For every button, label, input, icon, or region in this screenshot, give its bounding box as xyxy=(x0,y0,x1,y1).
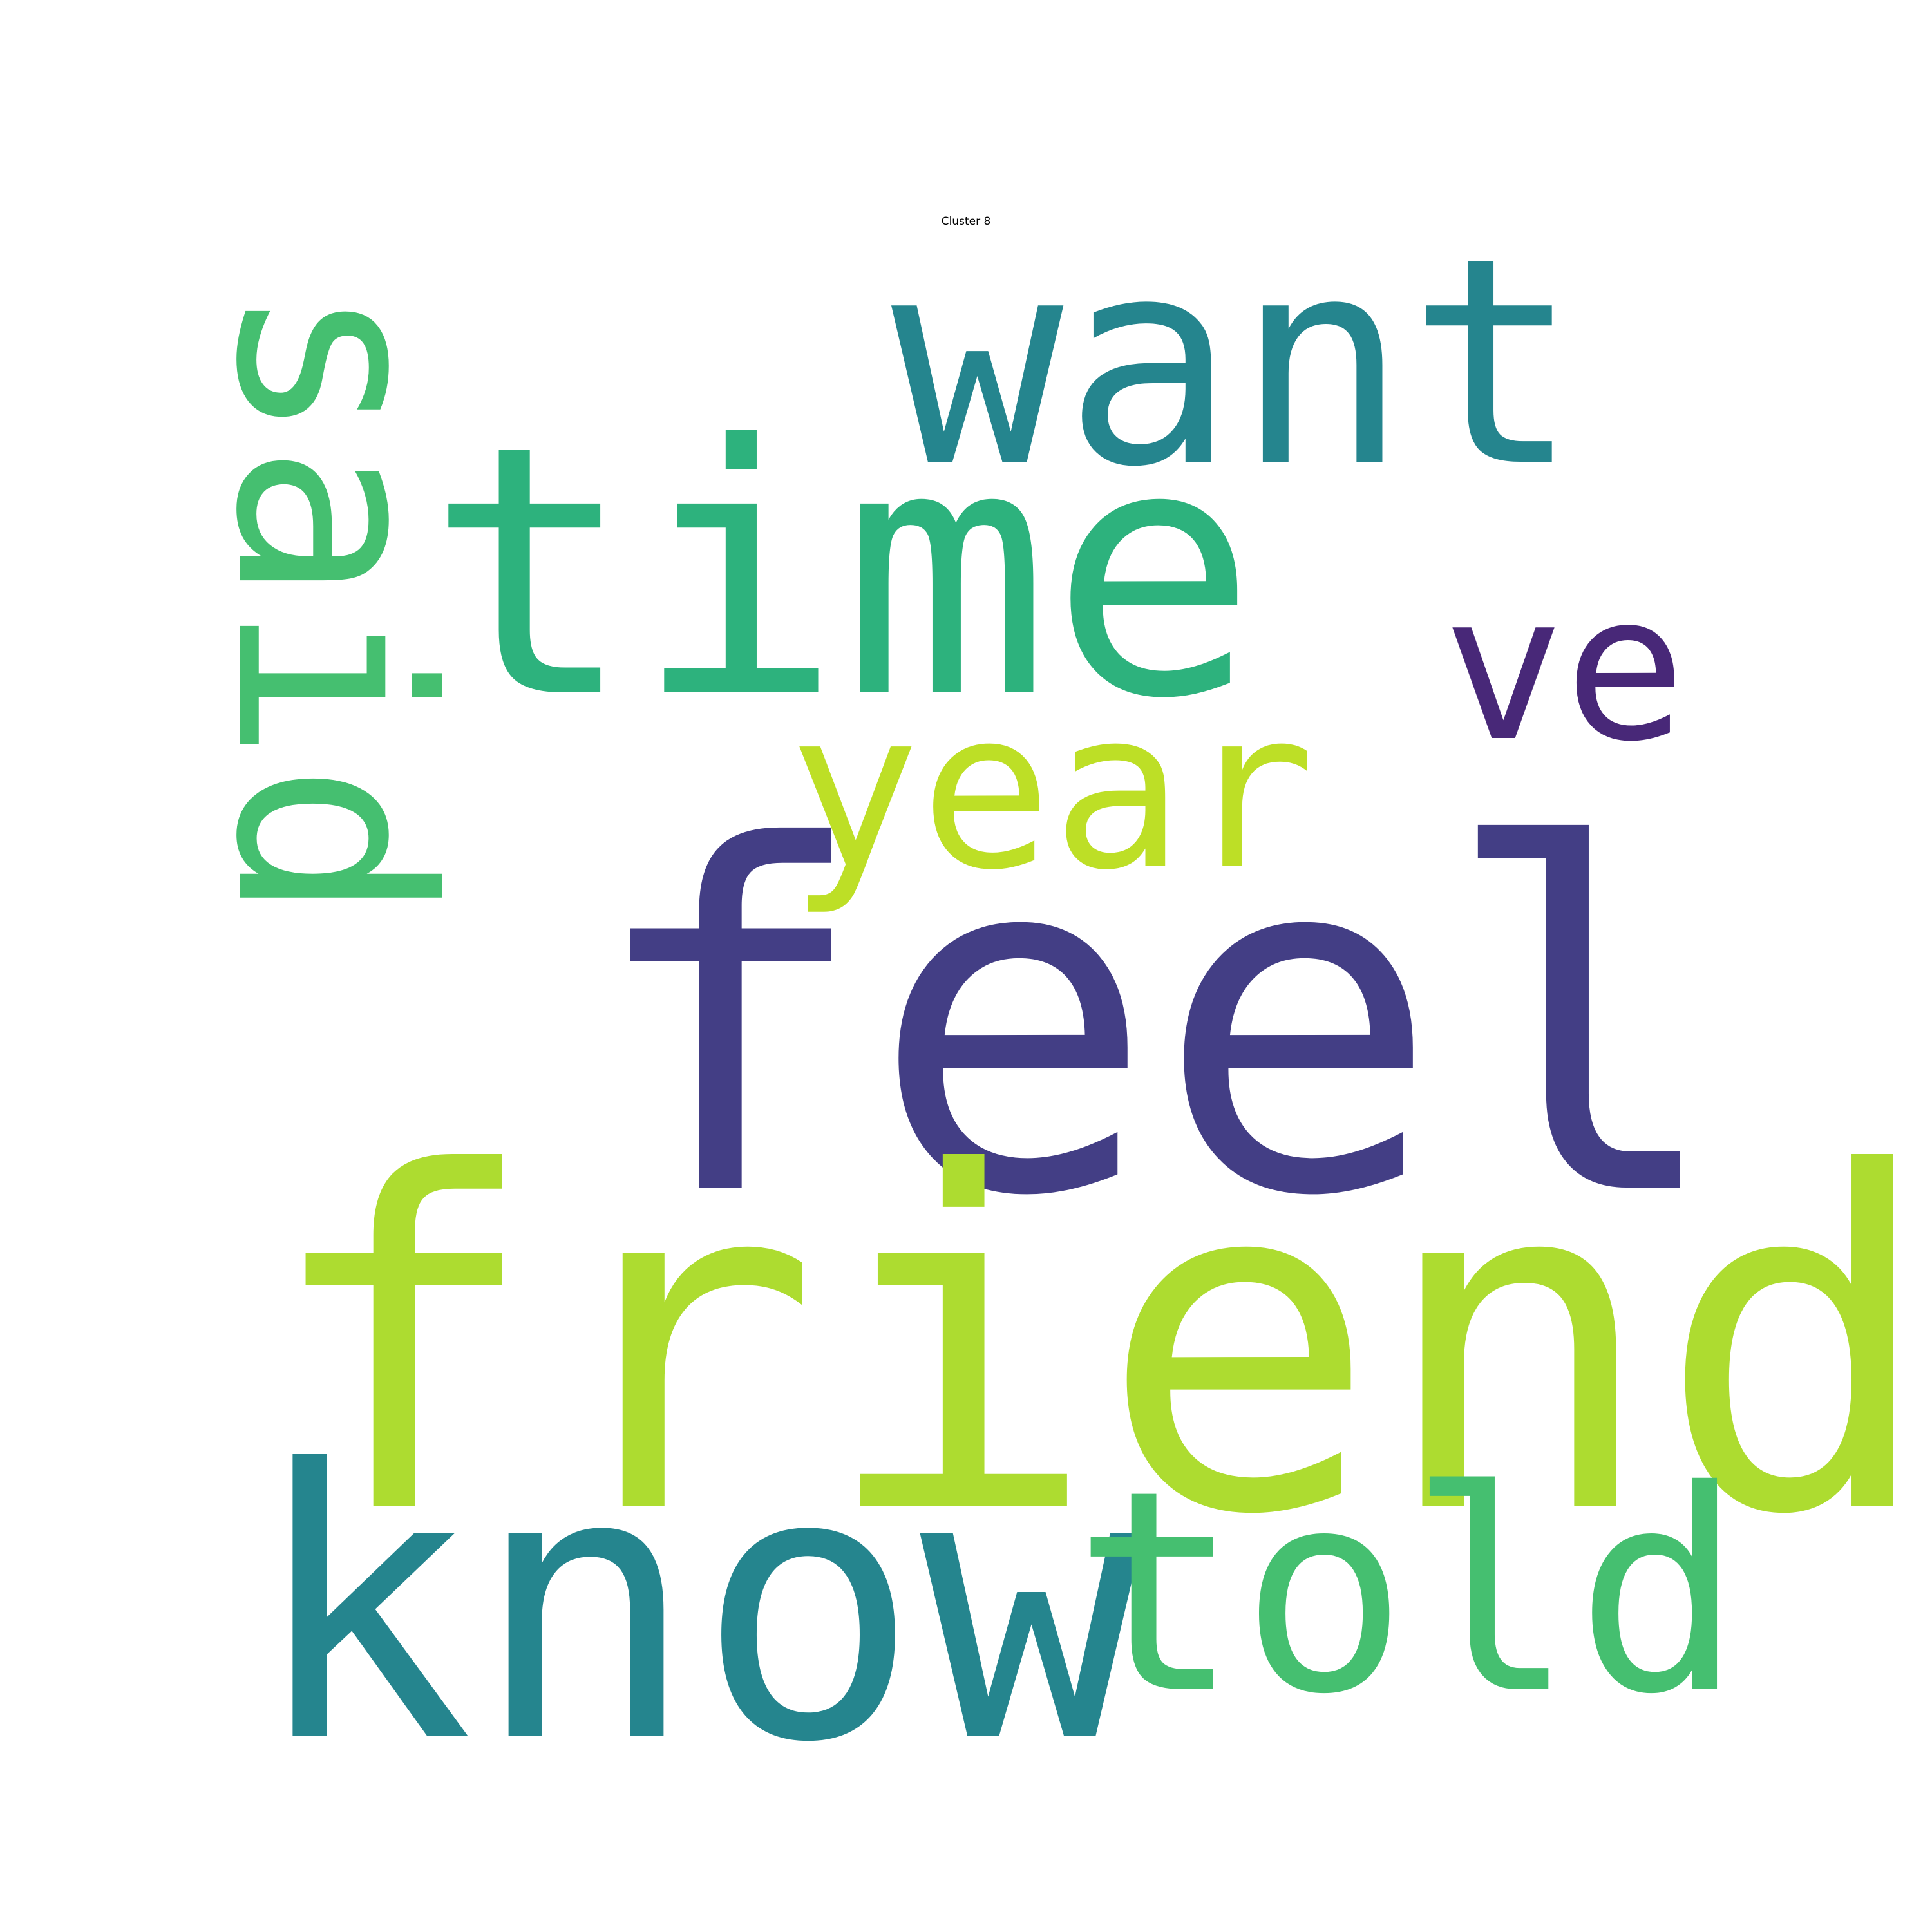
chart-title: Cluster 8 xyxy=(941,215,991,228)
word-friend: friend xyxy=(261,1076,1932,1616)
word-told: told xyxy=(1073,1431,1743,1755)
word-ve: ve xyxy=(1443,551,1687,786)
word-feel: feel xyxy=(585,748,1727,1300)
word-said: said xyxy=(177,283,486,923)
word-year: year xyxy=(788,663,1316,918)
word-time: time xyxy=(426,372,1258,774)
word-want: want xyxy=(891,196,1580,529)
word-know: know xyxy=(250,1391,1144,1823)
